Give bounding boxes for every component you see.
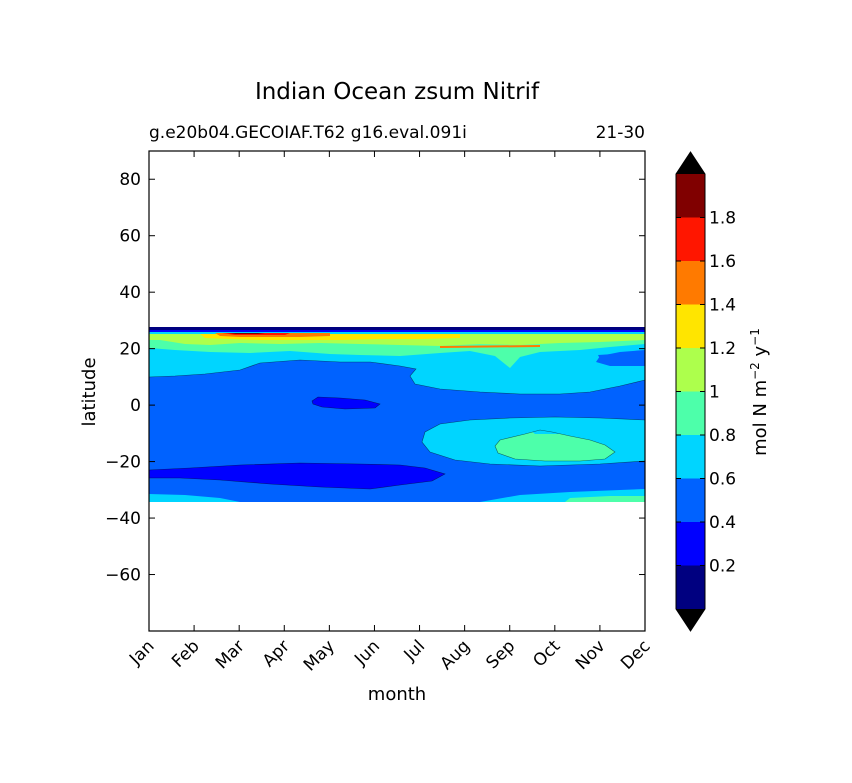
chart-subtitle-left: g.e20b04.GECOIAF.T62 g16.eval.091i <box>149 123 467 143</box>
y-axis-label: latitude <box>79 357 100 426</box>
contour-band-south-bottom-green <box>565 496 645 502</box>
colorbar-label-exp1: −2 <box>748 362 762 380</box>
colorbar-segment <box>676 304 705 348</box>
y-tick-label: −60 <box>105 566 141 586</box>
x-tick-label: Aug <box>437 636 475 674</box>
x-tick-label: Dec <box>617 636 654 673</box>
contour-line-2 <box>421 416 645 467</box>
colorbar: 0.2 0.4 0.6 0.8 1 1.2 1.4 1.6 1.8 <box>675 151 736 632</box>
colorbar-segment <box>676 261 705 305</box>
x-tick-label: Apr <box>259 636 294 671</box>
colorbar-segment <box>676 565 705 609</box>
colorbar-tick-label: 0.2 <box>709 557 736 577</box>
plot-frame <box>148 150 646 632</box>
x-tick-label: Feb <box>168 636 203 671</box>
colorbar-tick-label: 1.8 <box>709 209 736 229</box>
colorbar-tick-label: 0.6 <box>709 470 736 490</box>
x-tick-label: Sep <box>482 636 519 673</box>
y-tick-label: −40 <box>105 509 141 529</box>
colorbar-segment <box>676 348 705 392</box>
colorbar-segment <box>676 478 705 522</box>
y-tick-label: 80 <box>119 170 141 190</box>
y-axis-ticks: 80 60 40 20 0 −20 −40 −60 <box>105 170 645 586</box>
contour-band-streak <box>440 345 540 348</box>
y-tick-label: 40 <box>119 283 141 303</box>
colorbar-tick-label: 1 <box>709 383 720 403</box>
contour-band-north-blob <box>598 352 645 363</box>
colorbar-tick-label: 1.2 <box>709 339 736 359</box>
contour-line-5 <box>494 429 616 462</box>
colorbar-segment <box>676 174 705 218</box>
y-tick-label: −20 <box>105 453 141 473</box>
colorbar-segment <box>676 391 705 435</box>
x-tick-label: May <box>300 636 339 675</box>
contour-fill <box>149 327 645 502</box>
colorbar-label-main: mol N m <box>750 380 771 456</box>
x-axis-label: month <box>368 684 426 705</box>
colorbar-tick-label: 1.6 <box>709 252 736 272</box>
colorbar-frame <box>675 151 706 632</box>
contour-line-1 <box>149 359 645 395</box>
contour-band-south-bottom <box>149 489 645 502</box>
x-tick-label: Nov <box>572 636 610 674</box>
colorbar-segment <box>676 217 705 261</box>
plot-area: 80 60 40 20 0 −20 −40 −60 Jan Feb Mar Apr May Jun Jul… <box>105 150 655 675</box>
colorbar-extend-bottom <box>676 609 705 631</box>
colorbar-label: mol N m−2 y−1 <box>748 328 771 456</box>
x-tick-label: Mar <box>212 636 249 673</box>
contour-line-4 <box>311 396 381 410</box>
chart-title: Indian Ocean zsum Nitrif <box>255 79 540 105</box>
x-tick-label: Oct <box>529 636 564 671</box>
chart-subtitle-right: 21-30 <box>596 123 645 143</box>
y-tick-label: 20 <box>119 340 141 360</box>
colorbar-extend-top <box>676 152 705 174</box>
y-tick-label: 60 <box>119 227 141 247</box>
contour-line-3 <box>149 462 446 490</box>
colorbar-tick-label: 1.4 <box>709 296 736 316</box>
contour-lines <box>149 359 645 490</box>
colorbar-tick-label: 0.4 <box>709 513 736 533</box>
colorbar-segment <box>676 435 705 479</box>
contour-band-south-blue <box>149 463 445 489</box>
x-tick-label: Jun <box>350 636 384 670</box>
contour-top-edge-blue <box>149 330 645 332</box>
colorbar-label-mid: y <box>750 345 771 362</box>
contour-band-north-darkred <box>228 333 265 334</box>
x-tick-label: Jul <box>400 636 429 665</box>
x-tick-label: Jan <box>125 636 158 669</box>
colorbar-label-exp2: −1 <box>748 328 762 346</box>
contour-top-edge <box>149 327 645 330</box>
colorbar-tick-label: 0.8 <box>709 426 736 446</box>
contour-band-south-green <box>495 430 615 461</box>
colorbar-segment <box>676 522 705 566</box>
y-tick-label: 0 <box>130 396 141 416</box>
